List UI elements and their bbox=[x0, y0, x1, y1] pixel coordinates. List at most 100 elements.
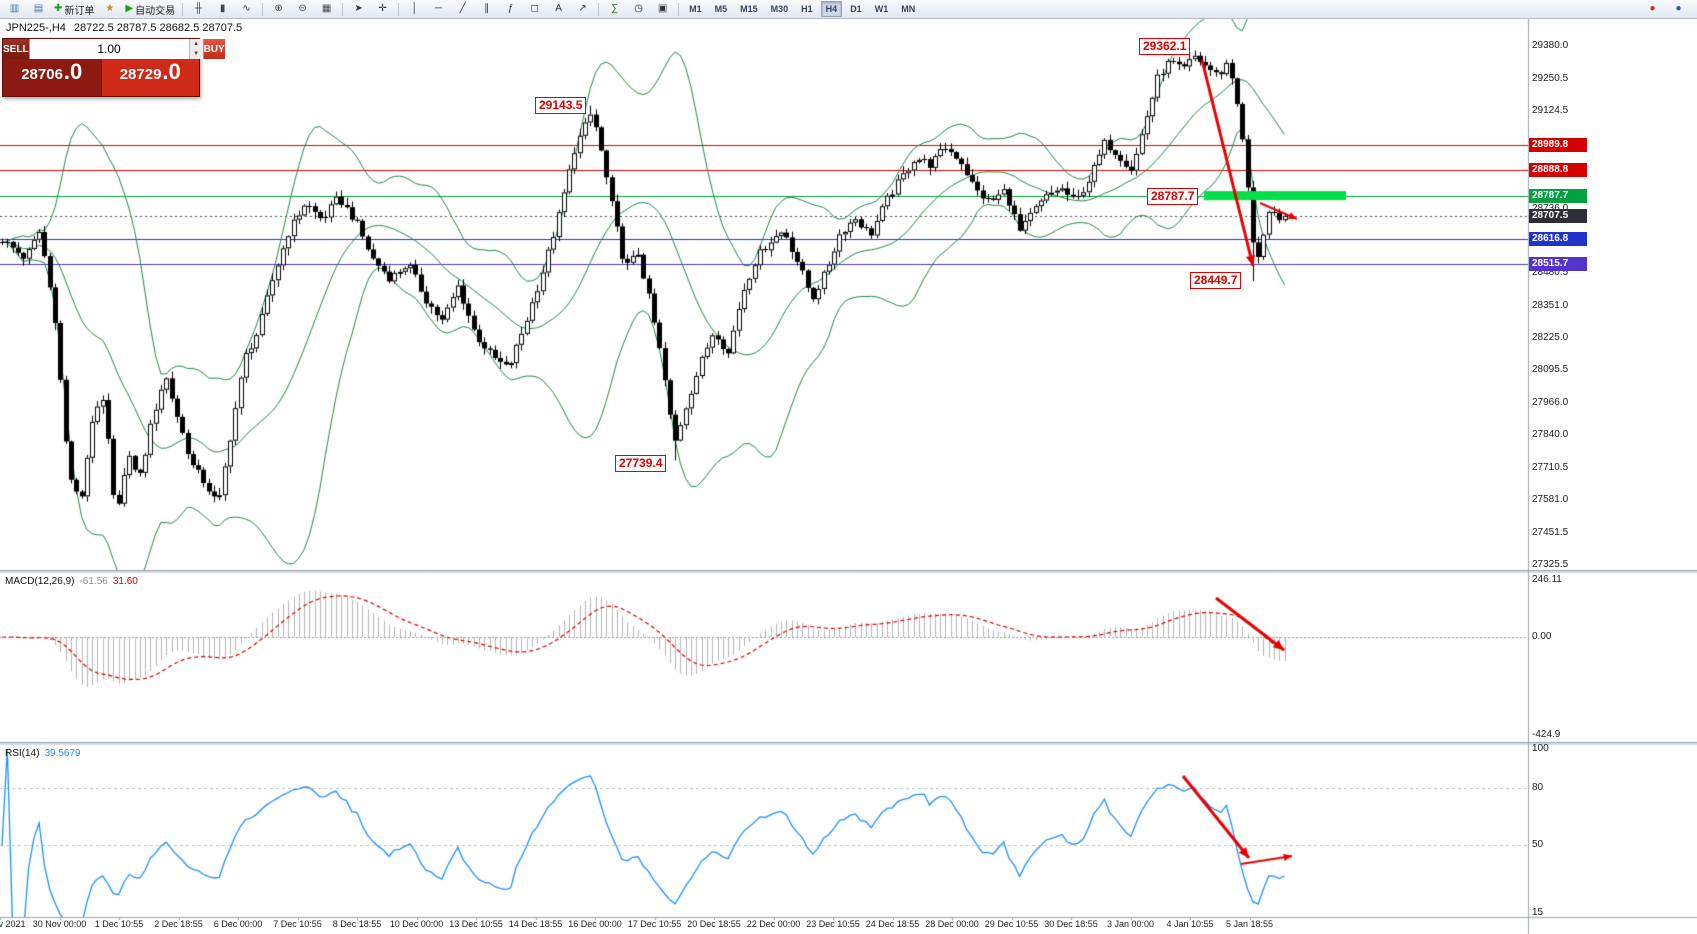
level-price-badge: 28787.7 bbox=[1529, 188, 1587, 203]
time-axis-label: 20 Dec 18:55 bbox=[687, 919, 741, 929]
new-order-button[interactable]: ✚ 新订单 bbox=[51, 1, 97, 18]
timeframe-w1-button[interactable]: W1 bbox=[874, 4, 889, 14]
rsi-axis-label: 15 bbox=[1532, 907, 1544, 918]
price-tick: 28351.0 bbox=[1532, 299, 1569, 311]
time-axis-label: 3 Jan 00:00 bbox=[1106, 919, 1155, 929]
macd-main-value: -61.56 bbox=[79, 576, 108, 587]
price-annotation[interactable]: 28787.7 bbox=[1147, 188, 1199, 205]
shapes-icon: ◻ bbox=[530, 3, 539, 14]
time-axis-label: 29 Dec 10:55 bbox=[984, 919, 1039, 929]
blue-dot-icon: ● bbox=[1675, 3, 1682, 14]
timeframe-d1-button[interactable]: D1 bbox=[850, 4, 862, 14]
timeframe-mn-button[interactable]: MN bbox=[901, 4, 916, 14]
rsi-axis-label: 80 bbox=[1532, 781, 1544, 793]
symbol-timeframe-label: JPN225-,H4 bbox=[6, 22, 66, 34]
new-chart-button[interactable]: ▥ bbox=[3, 1, 26, 18]
indicators-button[interactable]: ∑ bbox=[603, 1, 626, 18]
price-annotation[interactable]: 29143.5 bbox=[535, 97, 587, 114]
macd-indicator-label: MACD(12,26,9) -61.56 31.60 bbox=[5, 576, 138, 587]
arrow-tools-button[interactable]: ↗ bbox=[571, 1, 594, 18]
profiles-button[interactable]: ▤ bbox=[27, 1, 50, 18]
candlestick-chart-button[interactable]: ▮ bbox=[211, 1, 234, 18]
buy-price-main: 28729 bbox=[119, 66, 162, 83]
price-tick: 27581.0 bbox=[1532, 494, 1569, 506]
timeframe-m1-button[interactable]: M1 bbox=[689, 4, 702, 14]
cursor-button[interactable]: ➤ bbox=[347, 1, 370, 18]
trendline-button[interactable]: ╱ bbox=[451, 1, 474, 18]
timeframe-h4-button[interactable]: H4 bbox=[820, 1, 843, 17]
price-annotation[interactable]: 27739.4 bbox=[615, 455, 667, 472]
metaquotes-blue-button[interactable]: ● bbox=[1667, 1, 1690, 18]
horizontal-line-icon: ─ bbox=[435, 3, 443, 14]
time-axis-label: 24 Dec 18:55 bbox=[865, 919, 920, 929]
zoom-in-icon: ⊕ bbox=[274, 3, 283, 14]
sell-price[interactable]: 28706.0 bbox=[3, 59, 101, 96]
text-icon: A bbox=[555, 3, 562, 14]
sell-price-main: 28706 bbox=[21, 66, 63, 83]
horizontal-line-button[interactable]: ─ bbox=[427, 1, 450, 18]
zoom-in-button[interactable]: ⊕ bbox=[267, 1, 290, 18]
time-axis-label: 7 Dec 10:55 bbox=[273, 919, 322, 929]
timeframe-m15-button[interactable]: M15 bbox=[740, 4, 758, 14]
rsi-value: 39.5679 bbox=[44, 748, 81, 759]
level-price-badge: 28616.8 bbox=[1529, 231, 1587, 246]
rsi-axis-label: 100 bbox=[1532, 743, 1549, 754]
timeframe-m5-button[interactable]: M5 bbox=[714, 4, 728, 14]
volume-down-icon[interactable]: ▼ bbox=[193, 51, 200, 57]
volume-input[interactable] bbox=[29, 39, 189, 59]
time-axis-label: 17 Dec 10:55 bbox=[627, 919, 682, 929]
zoom-out-button[interactable]: ⊖ bbox=[291, 1, 314, 18]
auto-trading-button[interactable]: ▶ 自动交易 bbox=[122, 1, 178, 18]
bar-chart-button[interactable]: ╫ bbox=[187, 1, 210, 18]
toolbar: ▥ ▤ ✚ 新订单 ★ ▶ 自动交易 ╫ ▮ ∿ ⊕ ⊖ ▦ ➤ ✛ │ ─ ╱ ∥ ƒ ◻ A ↗ ∑ ◷ ▣ M1 M5 M15 M3… bbox=[0, 0, 1697, 19]
buy-button[interactable]: BUY bbox=[203, 39, 225, 59]
line-chart-button[interactable]: ∿ bbox=[235, 1, 258, 18]
volume-up-icon[interactable]: ▲ bbox=[193, 41, 200, 47]
shapes-button[interactable]: ◻ bbox=[523, 1, 546, 18]
time-axis-label: 26 Nov 2021 bbox=[0, 919, 26, 929]
time-axis-label: 6 Dec 00:00 bbox=[213, 919, 263, 929]
price-tick: 27710.5 bbox=[1532, 461, 1569, 473]
time-axis-label: 10 Dec 00:00 bbox=[389, 919, 444, 929]
level-price-badge: 28888.8 bbox=[1529, 163, 1587, 178]
line-chart-icon: ∿ bbox=[242, 3, 251, 14]
expert-advisors-button[interactable]: ★ bbox=[98, 1, 121, 18]
periods-icon: ◷ bbox=[634, 3, 643, 14]
crosshair-button[interactable]: ✛ bbox=[371, 1, 394, 18]
price-annotation[interactable]: 29362.1 bbox=[1139, 38, 1191, 55]
vertical-line-button[interactable]: │ bbox=[403, 1, 426, 18]
tile-windows-button[interactable]: ▦ bbox=[315, 1, 338, 18]
metaquotes-red-button[interactable]: ● bbox=[1641, 1, 1664, 18]
current-price-badge: 28707.5 bbox=[1529, 208, 1587, 223]
fibonacci-button[interactable]: ƒ bbox=[499, 1, 522, 18]
timeframe-h1-button[interactable]: H1 bbox=[801, 4, 813, 14]
profiles-icon: ▤ bbox=[33, 3, 44, 14]
sell-button[interactable]: SELL bbox=[3, 39, 29, 59]
volume-spinner[interactable]: ▲ ▼ bbox=[188, 39, 203, 59]
price-tick: 27451.5 bbox=[1532, 527, 1569, 539]
templates-button[interactable]: ▣ bbox=[651, 1, 674, 18]
tile-windows-icon: ▦ bbox=[321, 3, 332, 14]
macd-axis-label: -424.9 bbox=[1532, 728, 1561, 740]
toolbar-separator bbox=[598, 2, 600, 16]
price-tick: 28225.0 bbox=[1532, 331, 1569, 343]
volume-stepper[interactable]: ▲ ▼ bbox=[28, 39, 204, 59]
periods-button[interactable]: ◷ bbox=[627, 1, 650, 18]
templates-icon: ▣ bbox=[657, 3, 668, 14]
buy-price[interactable]: 28729.0 bbox=[100, 59, 199, 96]
timeframe-m30-button[interactable]: M30 bbox=[770, 4, 789, 14]
chart-ohlc-header: JPN225-,H4 28722.5 28787.5 28682.5 28707.… bbox=[6, 22, 242, 34]
indicators-icon: ∑ bbox=[611, 3, 619, 14]
buy-price-fraction: .0 bbox=[162, 59, 181, 84]
channel-button[interactable]: ∥ bbox=[475, 1, 498, 18]
time-axis-label: 30 Nov 00:00 bbox=[32, 919, 87, 929]
time-axis-label: 13 Dec 10:55 bbox=[449, 919, 503, 929]
bar-chart-icon: ╫ bbox=[195, 3, 203, 14]
price-tick: 29124.5 bbox=[1532, 104, 1569, 116]
time-axis-label: 22 Dec 00:00 bbox=[746, 919, 801, 929]
price-annotation[interactable]: 28449.7 bbox=[1190, 272, 1242, 289]
time-axis-label: 2 Dec 18:55 bbox=[154, 919, 203, 929]
text-button[interactable]: A bbox=[547, 1, 570, 18]
